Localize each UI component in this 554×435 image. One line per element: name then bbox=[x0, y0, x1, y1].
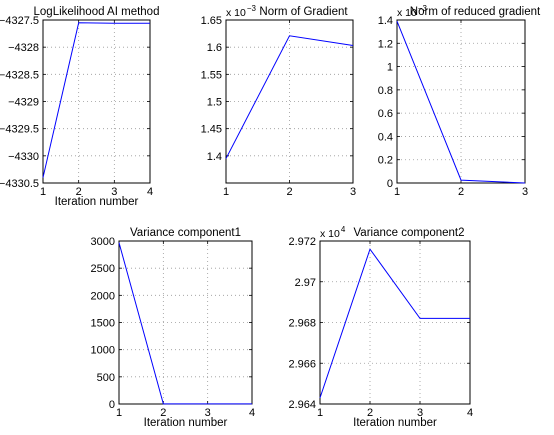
y-tick-label: 1.45 bbox=[201, 124, 222, 136]
series-line bbox=[225, 35, 354, 159]
y-tick-label: 2.97 bbox=[295, 277, 316, 289]
y-tick-label: 500 bbox=[97, 372, 115, 384]
series-line bbox=[118, 242, 252, 405]
x-tick-label: 3 bbox=[205, 407, 211, 419]
axis-multiplier: x 10 bbox=[226, 7, 246, 19]
x-tick-label: 2 bbox=[286, 186, 292, 198]
x-tick-label: 4 bbox=[249, 407, 255, 419]
x-tick-label: 2 bbox=[160, 407, 166, 419]
x-tick-label: 1 bbox=[40, 186, 46, 198]
x-tick-label: 2 bbox=[458, 186, 464, 198]
y-tick-label: 2.972 bbox=[288, 236, 316, 248]
y-tick-label: 1.5 bbox=[207, 97, 222, 109]
y-tick-label: 1.6 bbox=[207, 42, 222, 54]
x-axis-label: Iteration number bbox=[144, 417, 228, 429]
y-tick-label: 2.966 bbox=[288, 358, 316, 370]
y-tick-label: 1.4 bbox=[207, 151, 222, 163]
y-tick-label: −4329.5 bbox=[0, 124, 39, 136]
series-line bbox=[42, 22, 150, 178]
y-tick-label: 1.4 bbox=[378, 15, 393, 27]
chart-2: 1 2 3 1.4 1.45 1.5 1.55 1.6 1.65 Norm of Gradient… bbox=[201, 4, 356, 198]
y-tick-label: −4329 bbox=[8, 97, 39, 109]
y-tick-label: −4328 bbox=[8, 42, 39, 54]
chart-title: Variance component2 bbox=[353, 227, 464, 239]
x-tick-label: 3 bbox=[111, 186, 117, 198]
chart-1: 1 2 3 4 −4330.5 −4330 −4329.5 −4329 −4328.5 −4328… bbox=[0, 6, 159, 208]
x-tick-label: 4 bbox=[467, 407, 473, 419]
x-tick-label: 3 bbox=[417, 407, 423, 419]
y-tick-label: 0 bbox=[109, 399, 115, 411]
y-tick-label: 0.6 bbox=[378, 108, 393, 120]
x-axis-label: Iteration number bbox=[55, 196, 139, 208]
x-tick-label: 2 bbox=[367, 407, 373, 419]
axis-multiplier-power: −3 bbox=[247, 4, 257, 13]
y-tick-label: −4330 bbox=[8, 151, 39, 163]
y-tick-label: 3000 bbox=[91, 236, 115, 248]
series-line bbox=[319, 248, 470, 399]
x-tick-label: 3 bbox=[522, 186, 528, 198]
x-tick-label: 1 bbox=[116, 407, 122, 419]
x-axis-label: Iteration number bbox=[353, 417, 437, 429]
y-tick-label: 0.4 bbox=[378, 131, 393, 143]
chart-title: Norm of Gradient bbox=[259, 6, 348, 18]
series-line bbox=[396, 20, 526, 184]
chart-title: Norm of reduced gradient bbox=[410, 6, 541, 18]
axis-multiplier-power: 4 bbox=[341, 225, 346, 234]
x-tick-label: 1 bbox=[223, 186, 229, 198]
y-tick-label: 1 bbox=[387, 62, 393, 74]
chart-title: Variance component1 bbox=[130, 227, 241, 239]
chart-5: 1 2 3 4 2.964 2.966 2.968 2.97 2.972 Variance com… bbox=[288, 225, 473, 429]
y-tick-label: 2.968 bbox=[288, 318, 316, 330]
chart-3: 1 2 3 0 0.2 0.4 0.6 0.8 1 1.2 1.4 Norm of reduced g… bbox=[378, 4, 541, 198]
y-tick-label: 2500 bbox=[91, 263, 115, 275]
x-tick-label: 1 bbox=[317, 407, 323, 419]
x-tick-label: 4 bbox=[147, 186, 153, 198]
chart-4: 1 2 3 4 0 500 1000 1500 2000 2500 3000 Variance com… bbox=[91, 227, 256, 429]
y-tick-label: 1.65 bbox=[201, 15, 222, 27]
axis-multiplier: x 10 bbox=[397, 7, 417, 19]
axes-box bbox=[319, 240, 471, 405]
y-tick-label: 1.55 bbox=[201, 69, 222, 81]
y-tick-label: 2.964 bbox=[288, 399, 316, 411]
y-tick-label: −4328.5 bbox=[0, 69, 39, 81]
y-tick-label: −4330.5 bbox=[0, 178, 39, 190]
y-tick-label: 1000 bbox=[91, 345, 115, 357]
axis-multiplier-power: −3 bbox=[418, 4, 428, 13]
x-tick-label: 3 bbox=[350, 186, 356, 198]
y-tick-label: −4327.5 bbox=[0, 15, 39, 27]
x-tick-label: 1 bbox=[394, 186, 400, 198]
y-tick-label: 1500 bbox=[91, 318, 115, 330]
y-tick-label: 0 bbox=[387, 178, 393, 190]
chart-title: LogLikelihood AI method bbox=[34, 6, 160, 18]
y-tick-label: 0.2 bbox=[378, 155, 393, 167]
y-tick-label: 2000 bbox=[91, 290, 115, 302]
y-tick-label: 1.2 bbox=[378, 38, 393, 50]
y-tick-label: 0.8 bbox=[378, 85, 393, 97]
axes-box bbox=[118, 240, 253, 405]
x-tick-label: 2 bbox=[76, 186, 82, 198]
axis-multiplier: x 10 bbox=[320, 228, 340, 240]
